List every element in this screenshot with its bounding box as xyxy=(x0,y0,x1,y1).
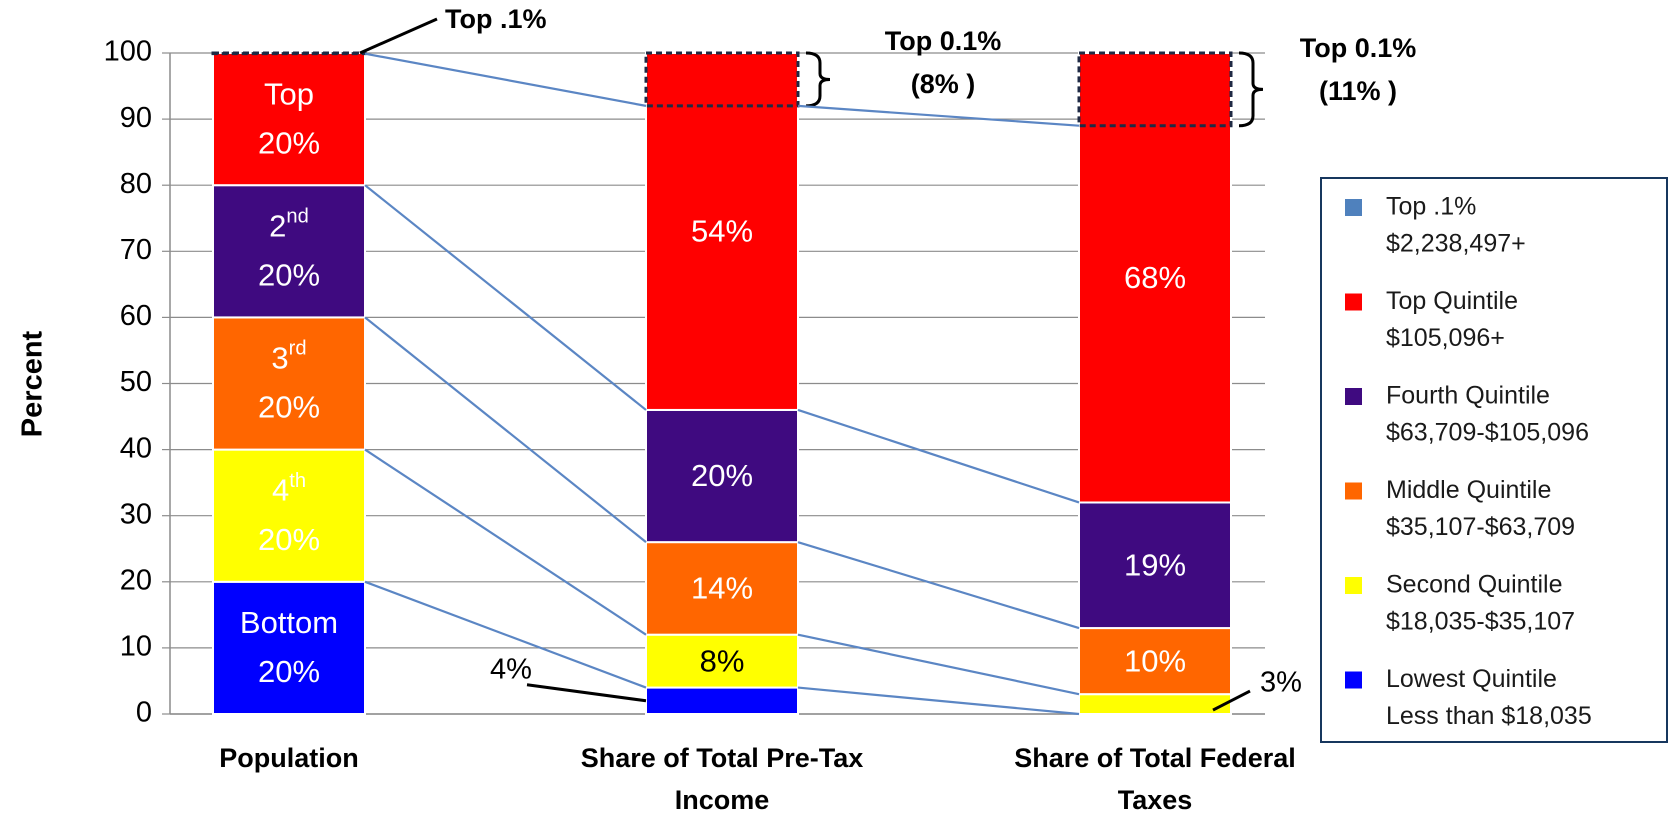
y-tick-label: 80 xyxy=(120,168,152,200)
y-tick-label: 30 xyxy=(120,498,152,530)
value-label: 54% xyxy=(691,214,753,249)
connector xyxy=(797,633,1080,696)
legend-label: Fourth Quintile xyxy=(1386,382,1550,410)
leader-line xyxy=(1212,689,1251,712)
segment-name: 2nd xyxy=(269,206,309,244)
legend-swatch xyxy=(1345,388,1362,405)
value-label: 20% xyxy=(258,125,320,160)
value-label: 19% xyxy=(1124,547,1186,582)
connector xyxy=(364,448,647,636)
bar-segment xyxy=(645,633,799,689)
legend-description: $2,238,497+ xyxy=(1386,230,1526,258)
value-label: 10% xyxy=(1124,643,1186,678)
connector xyxy=(797,686,1080,716)
value-label: 20% xyxy=(258,390,320,425)
top-share-box xyxy=(1077,51,1233,128)
bar-segment xyxy=(1078,627,1232,696)
x-tick-label: Taxes xyxy=(1118,785,1193,815)
y-tick-label: 60 xyxy=(120,300,152,332)
bar-segment xyxy=(1078,501,1232,630)
annotation: Top .1% xyxy=(445,4,547,34)
value-label: 20% xyxy=(691,458,753,493)
y-tick-label: 90 xyxy=(120,102,152,134)
y-tick-label: 20 xyxy=(120,564,152,596)
legend-label: Second Quintile xyxy=(1386,571,1563,599)
x-tick-label: Share of Total Federal xyxy=(1014,743,1296,773)
connector xyxy=(364,316,647,543)
annotation: (8% ) xyxy=(911,69,976,99)
brace xyxy=(1238,51,1264,128)
legend-swatch xyxy=(1345,293,1362,311)
legend-swatch xyxy=(1345,671,1362,689)
value-label: 8% xyxy=(700,643,745,678)
y-tick-label: 0 xyxy=(136,697,152,729)
y-tick-label: 50 xyxy=(120,366,152,398)
bar-segment xyxy=(212,52,366,187)
leader-line xyxy=(359,17,438,55)
connector xyxy=(364,580,647,689)
x-tick-label: Share of Total Pre-Tax xyxy=(581,743,864,773)
x-tick-label: Income xyxy=(675,785,770,815)
segment-name: 4th xyxy=(272,470,306,508)
annotation: Top 0.1% xyxy=(1300,33,1417,63)
value-label: 14% xyxy=(691,571,753,606)
annotation: (11% ) xyxy=(1319,76,1397,106)
connector xyxy=(797,541,1080,630)
value-label: 68% xyxy=(1124,260,1186,295)
legend-description: $35,107-$63,709 xyxy=(1386,513,1575,541)
connector xyxy=(364,184,647,411)
segment-name: 3rd xyxy=(271,338,306,376)
segment-name: Top xyxy=(264,76,314,111)
bar-segment xyxy=(645,686,799,715)
x-tick-label: Population xyxy=(219,743,358,773)
y-tick-label: 40 xyxy=(120,432,152,464)
legend-swatch xyxy=(1345,482,1362,500)
top-share-box xyxy=(644,51,800,108)
bar-segment xyxy=(212,316,366,451)
bar-segment xyxy=(212,184,366,319)
bar-segment xyxy=(645,408,799,544)
bar-segment xyxy=(1078,693,1232,715)
top-share-box xyxy=(211,51,367,56)
value-label: 20% xyxy=(258,654,320,689)
y-tick-label: 10 xyxy=(120,631,152,663)
value-label: 20% xyxy=(258,257,320,292)
bar-segment xyxy=(212,580,366,715)
legend-description: $18,035-$35,107 xyxy=(1386,608,1575,636)
value-label: 20% xyxy=(258,522,320,557)
connector xyxy=(797,408,1080,504)
bar-segment xyxy=(212,448,366,583)
y-tick-label: 100 xyxy=(104,36,152,68)
legend-label: Middle Quintile xyxy=(1386,476,1551,504)
leader-line xyxy=(526,683,647,703)
y-axis-label: Percent xyxy=(17,330,49,437)
value-label: 4% xyxy=(490,653,532,685)
legend-box xyxy=(1320,177,1668,743)
legend-description: $105,096+ xyxy=(1386,324,1505,352)
legend-description: Less than $18,035 xyxy=(1386,702,1592,730)
segment-name: Bottom xyxy=(240,605,338,640)
legend-label: Top Quintile xyxy=(1386,287,1518,315)
brace xyxy=(805,51,831,108)
bar-segment xyxy=(1078,52,1232,504)
value-label: 3% xyxy=(1260,667,1302,699)
legend-description: $63,709-$105,096 xyxy=(1386,419,1589,447)
annotation: Top 0.1% xyxy=(885,26,1002,56)
bar-segment xyxy=(645,52,799,411)
bar-segment xyxy=(645,541,799,636)
legend-swatch xyxy=(1345,577,1362,594)
legend-label: Lowest Quintile xyxy=(1386,665,1557,693)
y-tick-label: 70 xyxy=(120,234,152,266)
connector xyxy=(797,104,1080,127)
connector xyxy=(364,52,647,107)
legend-label: Top .1% xyxy=(1386,193,1476,221)
legend-swatch xyxy=(1345,199,1362,216)
